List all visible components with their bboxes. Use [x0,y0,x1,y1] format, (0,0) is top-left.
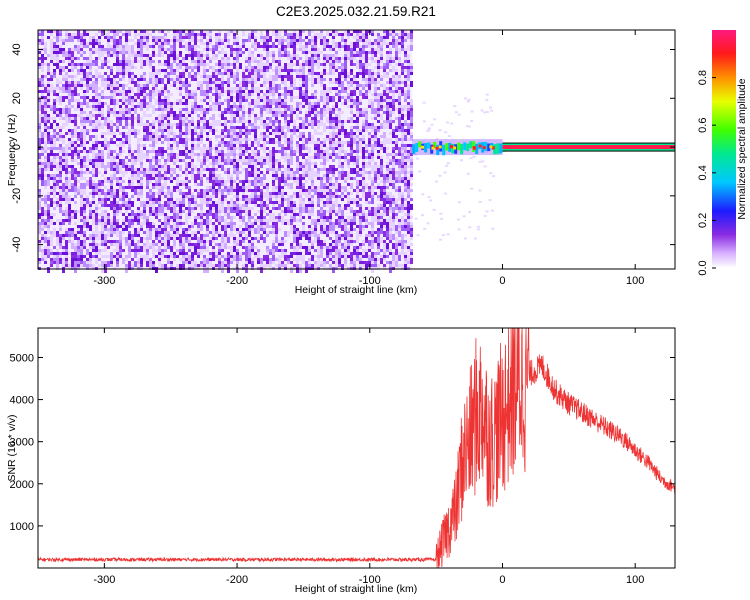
signal-peak [421,145,424,149]
signal-peak [489,145,493,149]
y-tick-label: 20 [11,92,23,104]
snr-panel: -300 -200 -100 0 100 1000 2000 3000 4000 5000 He… [6,327,676,595]
colorbar-tick-label: 0.6 [697,118,709,133]
x-tick-label: -100 [359,275,381,287]
y-tick-label: 2000 [10,479,34,491]
snr-plot-frame [37,327,676,569]
spectrogram-y-ticks: -40 -20 0 20 40 [11,43,675,253]
spectrogram-y-axis-title: Frequency (Hz) [6,114,18,186]
x-tick-label: -300 [93,275,115,287]
figure-title: C2E3.2025.032.21.59.R21 [276,4,436,19]
x-tick-label: -300 [93,574,115,586]
x-tick-label: -100 [359,574,381,586]
colorbar-tick-label: 0.0 [697,260,709,275]
x-tick-label: 0 [499,574,505,586]
colorbar-label: Normalized spectral amplitude [736,78,748,219]
y-tick-label: -40 [11,237,23,253]
y-tick-label: -20 [11,188,23,204]
x-tick-label: -200 [226,275,248,287]
signal-peak [449,145,453,149]
signal-peak [491,146,495,150]
colorbar: 0.0 0.2 0.4 0.6 0.8 Normalized spectral ampl… [697,30,748,276]
spectrogram-noise-region [38,30,413,273]
snr-y-axis-title: SNR (10 * v/v) [6,414,18,481]
carrier-band-red [502,145,675,150]
colorbar-tick-label: 0.2 [697,213,709,228]
colorbar-tick-label: 0.8 [697,70,709,85]
y-tick-label: 4000 [10,395,34,407]
spectrogram-x-axis-title: Height of straight line (km) [295,284,418,296]
y-tick-label: 0 [11,144,23,150]
x-tick-label: 100 [626,574,644,586]
signal-peak [431,146,435,150]
signal-peak [453,146,457,150]
colorbar-ticks: 0.0 0.2 0.4 0.6 0.8 [697,70,716,276]
x-tick-label: -200 [226,574,248,586]
spectrogram-plot-frame [37,29,676,270]
signal-peak [473,146,476,150]
colorbar-tick-label: 0.4 [697,165,709,180]
spectrogram-signal-region [412,93,675,241]
y-tick-label: 1000 [10,521,34,533]
x-tick-label: 0 [499,275,505,287]
snr-series-path [37,327,676,569]
x-tick-label: 100 [626,275,644,287]
snr-y-ticks: 1000 2000 3000 4000 5000 [10,352,675,533]
snr-x-axis-title: Height of straight line (km) [295,583,418,595]
colorbar-gradient [712,30,736,268]
snr-x-ticks: -300 -200 -100 0 100 [93,328,644,586]
spectrogram-x-ticks: -300 -200 -100 0 100 [93,30,644,287]
y-tick-label: 5000 [10,352,34,364]
snr-series-line [37,327,676,569]
signal-peak [478,144,482,148]
y-tick-label: 40 [11,43,23,55]
signal-peak [435,146,439,150]
signal-peak [438,145,442,149]
signal-peak [482,146,486,150]
y-tick-label: 3000 [10,437,34,449]
